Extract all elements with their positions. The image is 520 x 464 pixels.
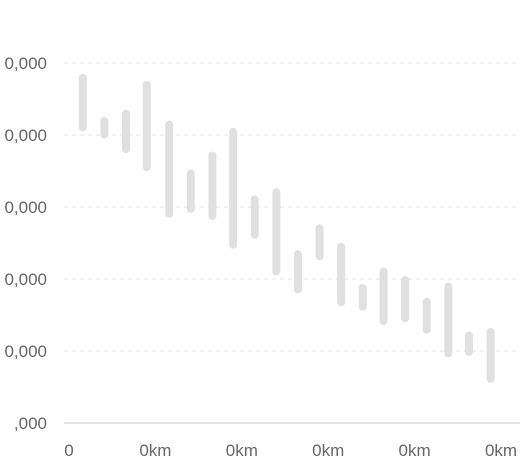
x-axis-ticks: 0 0km 0km 0km 0km 0km <box>64 441 517 460</box>
y-tick-label: 0,000 <box>4 126 47 145</box>
y-tick-label: ,000 <box>14 414 47 433</box>
y-tick-label: 0,000 <box>4 342 47 361</box>
x-tick-label: 0 <box>64 441 73 460</box>
x-tick-label: 0km <box>399 441 431 460</box>
gridlines <box>64 62 520 424</box>
x-tick-label: 0km <box>139 441 171 460</box>
x-tick-label: 0km <box>226 441 258 460</box>
x-tick-label: 0km <box>312 441 344 460</box>
range-bars <box>78 73 495 383</box>
y-tick-label: 0,000 <box>4 54 47 73</box>
x-tick-label: 0km <box>485 441 517 460</box>
y-axis-ticks: ,000 0,000 0,000 0,000 0,000 0,000 <box>4 54 47 433</box>
y-tick-label: 0,000 <box>4 198 47 217</box>
y-tick-label: 0,000 <box>4 270 47 289</box>
